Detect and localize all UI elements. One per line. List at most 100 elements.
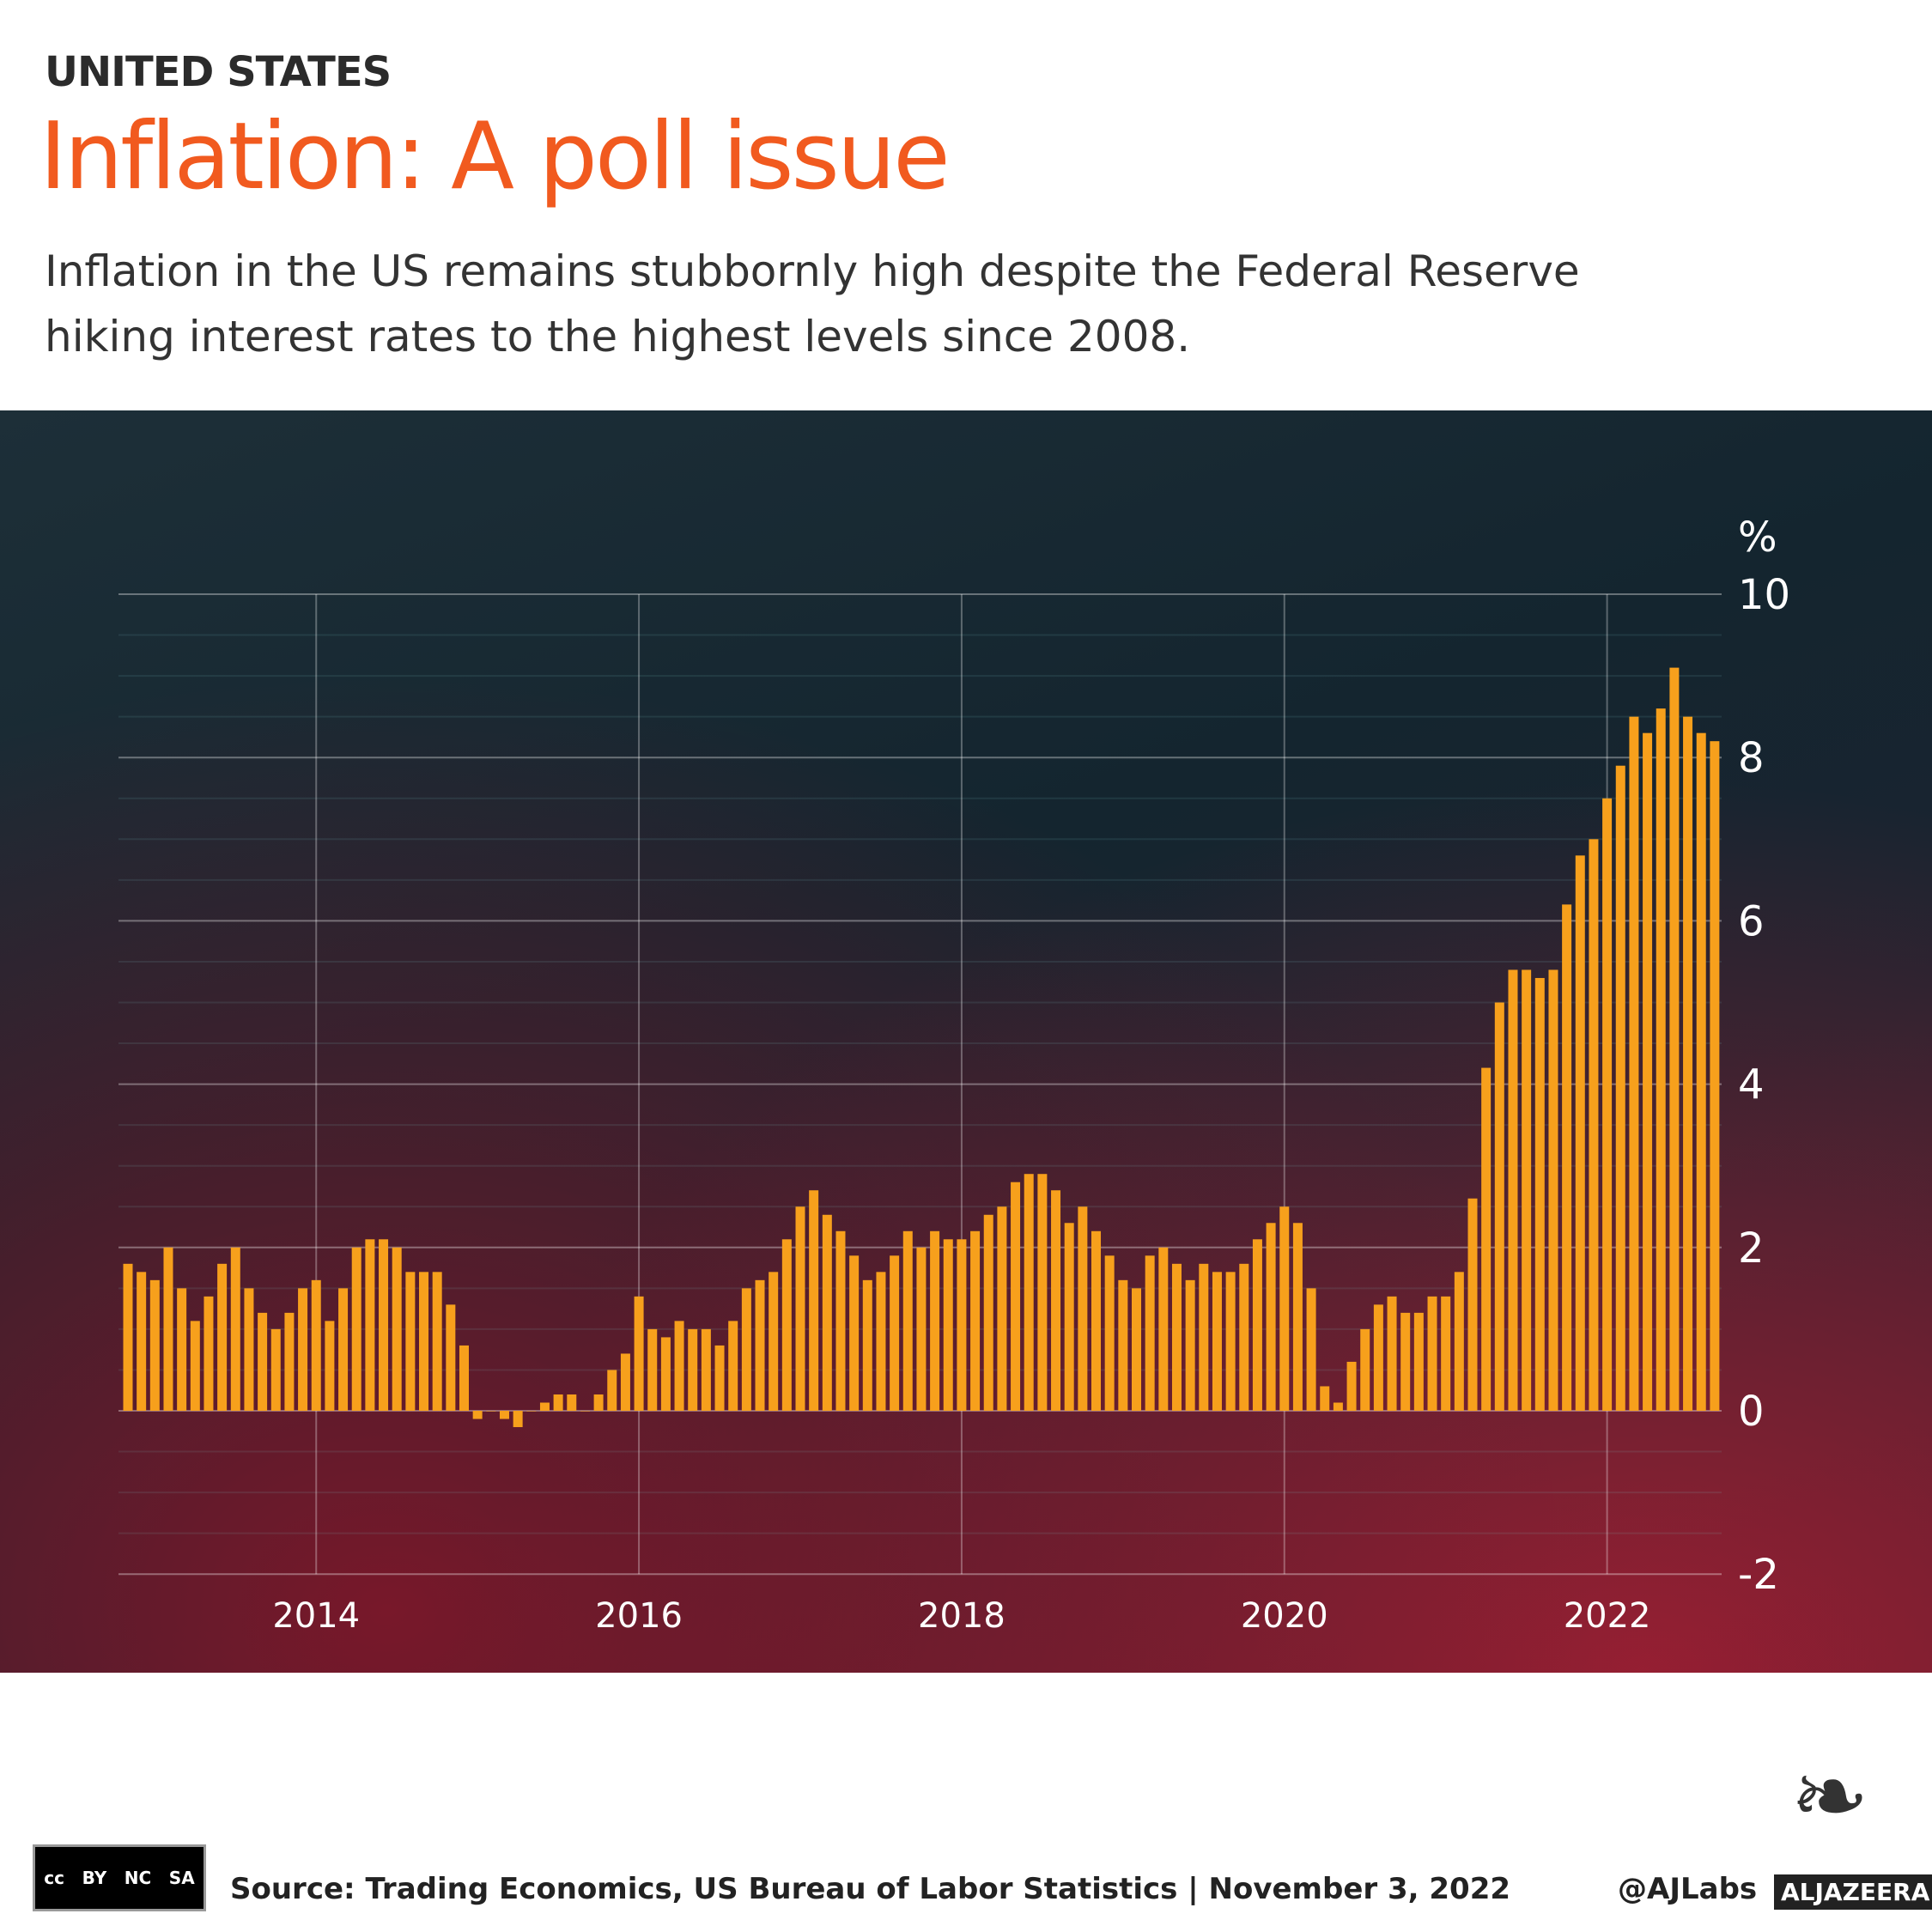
bar [392, 1247, 402, 1411]
bar [647, 1328, 658, 1411]
bar [1145, 1255, 1155, 1411]
bar [835, 1230, 846, 1411]
bar [1306, 1288, 1316, 1411]
bar [1710, 741, 1720, 1411]
bar [1091, 1230, 1102, 1411]
bar [634, 1296, 644, 1411]
bar [472, 1411, 483, 1419]
bar [149, 1279, 160, 1411]
bar [1346, 1361, 1357, 1411]
bar [1683, 716, 1693, 1411]
y-tick-label: 0 [1738, 1388, 1765, 1436]
x-tick-label: 2022 [1564, 1596, 1651, 1636]
bar [190, 1321, 200, 1411]
bar [163, 1247, 173, 1411]
bar [1360, 1328, 1370, 1411]
bar [593, 1394, 604, 1411]
creative-commons-badge: cc BY NC SA [33, 1844, 206, 1911]
kicker: UNITED STATES [45, 48, 392, 96]
subtitle-line-2: hiking interest rates to the highest lev… [45, 312, 1191, 361]
bar [351, 1247, 361, 1411]
x-tick-label: 2020 [1241, 1596, 1328, 1636]
bar [1615, 765, 1625, 1411]
bar [1643, 732, 1653, 1411]
bar [204, 1296, 214, 1411]
bar [1441, 1296, 1451, 1411]
bar [1373, 1304, 1383, 1411]
bar [1656, 708, 1666, 1411]
bar [1629, 716, 1639, 1411]
bar [809, 1190, 819, 1411]
x-tick-label: 2016 [595, 1596, 683, 1636]
bar [123, 1263, 133, 1411]
bar [620, 1353, 630, 1411]
bar [1602, 798, 1613, 1411]
bar [258, 1312, 268, 1411]
bar [1413, 1312, 1424, 1411]
bar [1494, 1002, 1504, 1411]
bar [1252, 1239, 1262, 1411]
bar [499, 1411, 509, 1419]
bar [419, 1272, 429, 1411]
bar [714, 1345, 725, 1411]
bar [1696, 732, 1706, 1411]
bar [795, 1206, 805, 1411]
bar [1292, 1223, 1303, 1411]
bar [674, 1321, 684, 1411]
bar [1387, 1296, 1397, 1411]
bar [177, 1288, 187, 1411]
bar [1158, 1247, 1169, 1411]
source-note: Source: Trading Economics, US Bureau of … [230, 1872, 1511, 1906]
y-tick-label: 4 [1738, 1061, 1765, 1109]
bar [1669, 667, 1680, 1411]
bar [997, 1206, 1007, 1411]
bar [701, 1328, 711, 1411]
y-axis-unit: % [1738, 513, 1777, 562]
bar [446, 1304, 456, 1411]
bar [298, 1288, 308, 1411]
y-tick-label: 8 [1738, 734, 1765, 782]
bar [1051, 1190, 1061, 1411]
bar [1064, 1223, 1074, 1411]
bar [1481, 1067, 1492, 1411]
bar [1467, 1198, 1478, 1411]
x-tick-label: 2014 [272, 1596, 360, 1636]
bar [849, 1255, 860, 1411]
bar [728, 1321, 738, 1411]
bar [365, 1239, 375, 1411]
page-title: Inflation: A poll issue [39, 103, 951, 210]
bar [137, 1272, 147, 1411]
bar [970, 1230, 981, 1411]
bar [1562, 904, 1572, 1411]
bar [325, 1321, 335, 1411]
bar [1333, 1402, 1343, 1411]
bar [902, 1230, 913, 1411]
bar [1171, 1263, 1182, 1411]
bar [1427, 1296, 1437, 1411]
subtitle: Inflation in the US remains stubbornly h… [45, 239, 1762, 369]
bar [432, 1272, 442, 1411]
bar [930, 1230, 940, 1411]
aljazeera-wordmark: ALJAZEERA [1774, 1874, 1932, 1910]
bar [1185, 1279, 1195, 1411]
bar [781, 1239, 792, 1411]
bar [876, 1272, 886, 1411]
bar [660, 1337, 671, 1411]
bar [1575, 855, 1585, 1411]
bar [270, 1328, 281, 1411]
bar [526, 1411, 537, 1412]
bar [1534, 977, 1545, 1411]
bar [943, 1239, 953, 1411]
y-tick-label: 6 [1738, 897, 1765, 945]
y-tick-label: -2 [1738, 1551, 1779, 1599]
bar [1104, 1255, 1115, 1411]
y-tick-label: 2 [1738, 1224, 1765, 1273]
bar [553, 1394, 563, 1411]
bar [1118, 1279, 1128, 1411]
bar [741, 1288, 751, 1411]
bar [1400, 1312, 1411, 1411]
bar [1266, 1223, 1276, 1411]
bar [1279, 1206, 1290, 1411]
bar [311, 1279, 321, 1411]
bar [862, 1279, 872, 1411]
